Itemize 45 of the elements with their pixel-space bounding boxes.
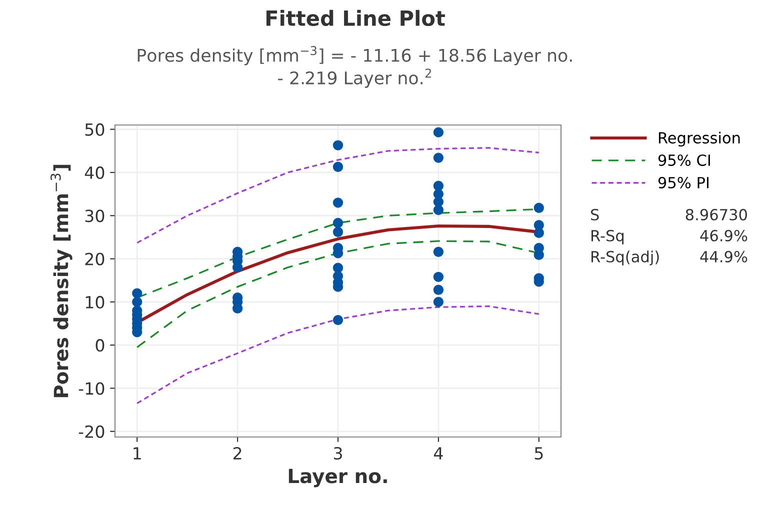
text: R-Sq(adj) 44.9% bbox=[592, 250, 748, 266]
point bbox=[332, 226, 344, 238]
point bbox=[534, 250, 544, 260]
legend-label: 95% CI bbox=[658, 154, 710, 166]
legend-label: 95% PI bbox=[658, 176, 708, 188]
y-tick-label: 50 bbox=[85, 123, 104, 136]
x-tick-label: 2 bbox=[233, 447, 242, 460]
point bbox=[433, 152, 444, 163]
y-tick-label: -20 bbox=[78, 425, 104, 438]
point bbox=[332, 262, 344, 273]
point bbox=[433, 204, 444, 216]
x-tick-label: 3 bbox=[334, 447, 342, 460]
text: S 8.96730 bbox=[591, 208, 747, 220]
point bbox=[332, 198, 344, 208]
point bbox=[332, 218, 344, 228]
chart-title: Fitted Line Plot bbox=[266, 10, 445, 26]
legend-label: Regression bbox=[658, 132, 740, 147]
y-tick-label: 20 bbox=[85, 252, 104, 266]
point bbox=[433, 272, 444, 282]
y-tick-label: -10 bbox=[78, 382, 104, 395]
point bbox=[433, 246, 444, 257]
y-tick-label: 10 bbox=[86, 296, 104, 308]
point bbox=[433, 296, 444, 308]
point bbox=[132, 288, 142, 298]
x-tick-label: 4 bbox=[434, 447, 443, 460]
line-series bbox=[136, 147, 540, 244]
x-tick-label: 5 bbox=[534, 447, 543, 460]
point bbox=[433, 196, 444, 207]
point bbox=[534, 228, 544, 238]
y-tick-label: 40 bbox=[84, 166, 104, 180]
point bbox=[332, 162, 344, 172]
y-tick-label: 30 bbox=[85, 210, 104, 222]
x-tick-label: 1 bbox=[134, 447, 141, 460]
y-axis-title: Pores density [mm$^{−3}$] bbox=[50, 164, 72, 398]
x-axis-title: Layer no. bbox=[288, 468, 387, 488]
point bbox=[433, 284, 444, 295]
y-tick-label: 0 bbox=[96, 339, 104, 352]
chart-subtitle: Pores density [mm$^{−3}$] = - 11.16 + 18.56 Layer no. - 2.219 Layer no.$^{2}$ bbox=[138, 46, 572, 88]
point bbox=[332, 140, 344, 150]
point bbox=[433, 180, 444, 191]
point bbox=[332, 314, 344, 326]
point bbox=[132, 296, 142, 308]
point bbox=[433, 127, 444, 138]
point bbox=[534, 202, 544, 213]
text: R-Sq 46.9% bbox=[592, 230, 748, 244]
